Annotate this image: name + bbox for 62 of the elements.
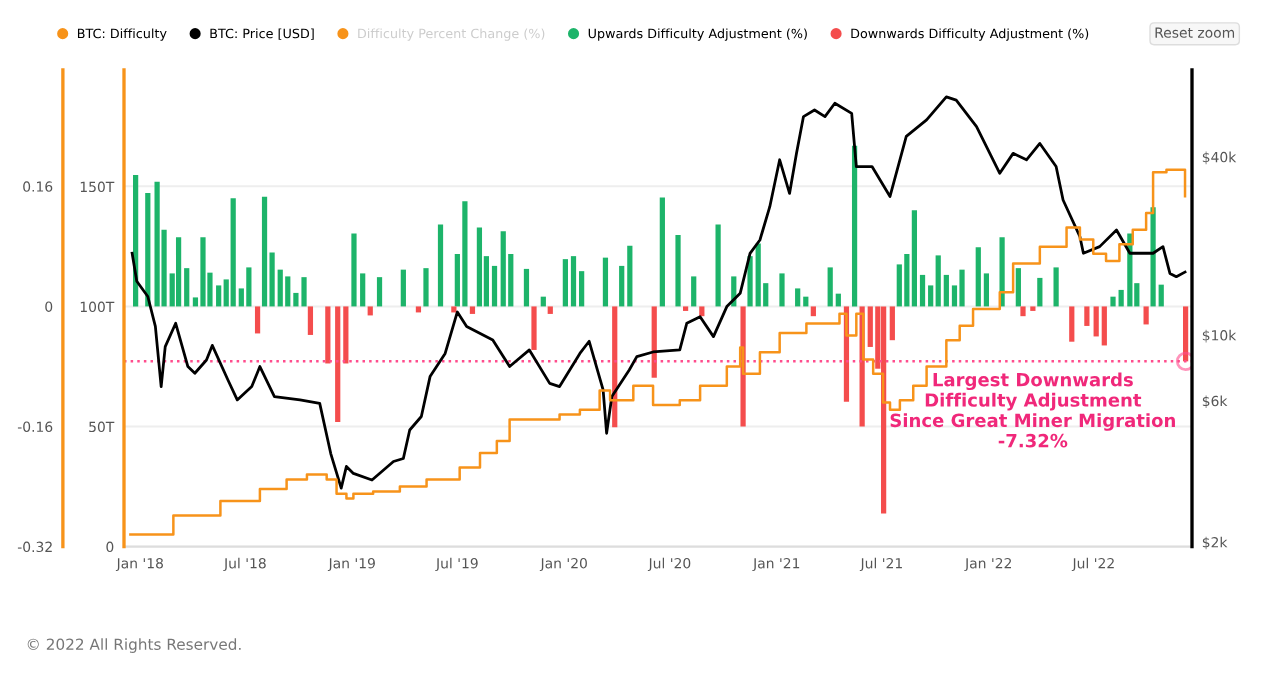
bar <box>911 210 918 307</box>
bar <box>145 193 151 307</box>
bar <box>975 247 981 307</box>
bar <box>230 198 236 307</box>
bar <box>351 233 357 307</box>
bar <box>602 257 609 307</box>
bar <box>959 269 965 307</box>
bar <box>400 269 406 307</box>
bar <box>469 306 476 314</box>
bar <box>285 276 291 307</box>
bar <box>154 181 160 307</box>
bar <box>570 256 577 307</box>
bar <box>935 255 941 307</box>
bar <box>500 231 506 307</box>
bar <box>531 306 537 350</box>
bar <box>755 243 761 307</box>
bar <box>659 197 665 307</box>
bar <box>999 237 1005 307</box>
bar <box>810 306 816 317</box>
bar <box>562 259 568 307</box>
bar <box>451 306 457 313</box>
bar <box>1093 306 1099 337</box>
bar <box>547 306 553 314</box>
bar <box>462 201 468 307</box>
bar <box>367 306 373 316</box>
bar <box>827 267 833 307</box>
bar <box>715 224 721 307</box>
bar <box>261 196 268 307</box>
bar <box>1150 207 1156 307</box>
bar <box>423 268 429 307</box>
bar <box>779 273 785 307</box>
bar <box>675 235 681 307</box>
bar <box>1015 268 1021 307</box>
bar <box>651 306 657 378</box>
bar <box>476 227 483 307</box>
bar <box>254 306 261 334</box>
bar <box>795 288 801 307</box>
bar <box>1110 296 1116 307</box>
bar <box>889 306 895 341</box>
bar <box>200 237 206 307</box>
bar <box>415 306 422 313</box>
bar <box>1069 306 1075 342</box>
annotation: Largest Downwards Difficulty Adjustment Since Great Miner Migration -7.32% <box>890 372 1175 448</box>
bar <box>1143 306 1149 325</box>
bar <box>1084 306 1090 326</box>
bar <box>376 277 383 307</box>
bar <box>325 306 331 364</box>
bar <box>437 224 444 307</box>
bar <box>1020 306 1026 317</box>
bar <box>1053 267 1059 307</box>
bar <box>699 306 705 317</box>
bar <box>523 268 530 307</box>
bar <box>1183 306 1189 362</box>
bar <box>246 267 252 307</box>
bar <box>307 306 314 335</box>
bar <box>627 245 633 307</box>
bar <box>175 237 182 307</box>
bar <box>691 276 697 307</box>
bar <box>1037 277 1043 307</box>
bar <box>1101 306 1107 346</box>
bar <box>301 277 307 307</box>
bar <box>335 306 341 423</box>
